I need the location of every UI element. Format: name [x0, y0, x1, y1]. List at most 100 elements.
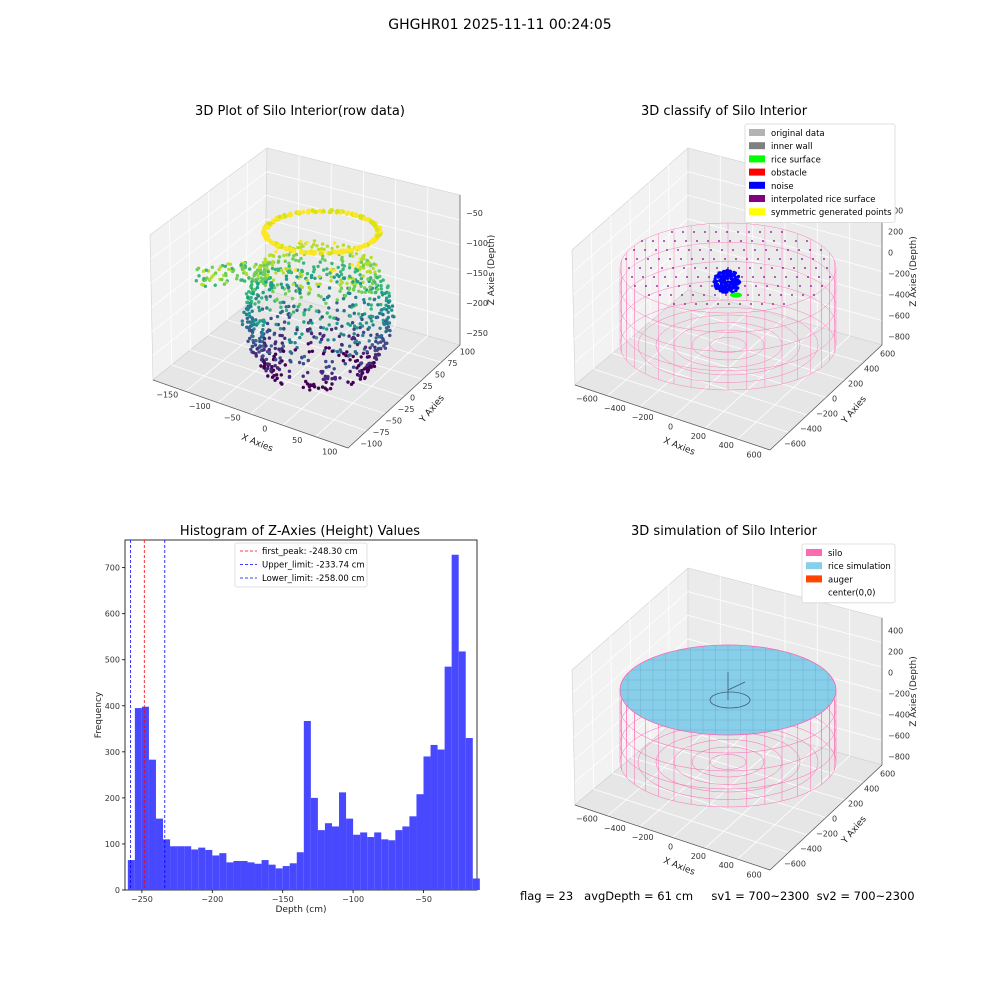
classify-interp-point — [664, 276, 666, 278]
raw-point — [307, 383, 311, 387]
raw-point — [369, 365, 373, 369]
raw-point — [268, 294, 272, 299]
classify-interp-point — [641, 240, 643, 242]
raw-point — [293, 348, 297, 352]
classify-ylabel: Y Axies — [840, 394, 869, 426]
raw-point — [379, 284, 383, 288]
raw-point — [339, 278, 343, 282]
classify-interp-point — [739, 303, 741, 305]
raw-point — [302, 313, 306, 317]
raw-point — [245, 325, 250, 330]
raw-point — [252, 327, 256, 331]
histogram-bar — [254, 863, 262, 890]
raw-xtick-label: −100 — [189, 402, 211, 411]
raw-point — [256, 273, 260, 278]
raw-point — [386, 310, 390, 314]
classify-ytick-label: 0 — [832, 395, 837, 404]
classify-interp-point — [755, 285, 757, 287]
raw-point — [354, 252, 359, 256]
raw-point — [244, 271, 248, 275]
raw-point — [271, 254, 276, 258]
raw-point — [273, 378, 277, 382]
histogram-bar — [170, 846, 178, 890]
raw-point — [289, 360, 293, 364]
classify-interp-point — [769, 294, 771, 296]
raw-point — [202, 277, 206, 281]
sim-ytick-label: −400 — [800, 845, 822, 854]
raw-point — [284, 305, 288, 309]
raw-point — [368, 297, 372, 301]
classify-noise-point — [722, 269, 726, 274]
histogram-bar — [282, 866, 290, 890]
classify-interp-point — [670, 294, 672, 296]
classify-interp-point — [773, 240, 775, 242]
raw-point — [305, 250, 310, 255]
raw-point — [317, 208, 322, 213]
raw-point — [327, 364, 331, 369]
raw-point — [325, 267, 329, 271]
classify-interp-point — [746, 258, 748, 260]
classify-interp-point — [809, 249, 811, 251]
classify-ztick-label: −800 — [888, 333, 910, 342]
classify-xtick-label: 200 — [691, 432, 706, 441]
raw-point — [275, 283, 280, 287]
raw-point — [295, 284, 299, 288]
raw-point — [269, 316, 273, 321]
raw-point — [359, 284, 363, 288]
raw-point — [348, 304, 352, 309]
raw-point — [265, 266, 269, 270]
raw-point — [374, 283, 379, 287]
raw-point — [274, 340, 278, 344]
raw-grid-y — [282, 179, 397, 426]
raw-point — [279, 373, 283, 377]
raw-point — [391, 314, 395, 318]
classify-interp-point — [749, 267, 751, 269]
classify-xtick-label: 600 — [746, 450, 761, 459]
raw-point — [370, 314, 375, 319]
raw-point — [341, 297, 346, 301]
classify-interp-point — [714, 294, 716, 296]
classify-interp-point — [681, 294, 683, 296]
raw-point — [388, 333, 392, 338]
classify-interp-point — [652, 240, 654, 242]
classify-interp-point — [772, 303, 774, 305]
raw-point — [267, 348, 271, 352]
classify-xtick-label: −400 — [604, 404, 626, 413]
raw-point — [330, 360, 334, 364]
classify-interp-point — [703, 294, 705, 296]
raw-point — [296, 305, 300, 309]
raw-point — [350, 321, 355, 325]
classify-legend-label: inner wall — [771, 142, 812, 152]
raw-point — [271, 289, 275, 294]
raw-point — [239, 263, 243, 267]
raw-point — [386, 300, 391, 304]
raw-point — [330, 382, 334, 386]
raw-point — [255, 347, 259, 351]
classify-interp-point — [700, 285, 702, 287]
classify-ztick-label: −600 — [888, 312, 910, 321]
classify-interp-point — [732, 249, 734, 251]
sim-ztick-label: 0 — [888, 669, 893, 678]
raw-point — [342, 309, 346, 313]
histogram-xtick-label: −50 — [415, 895, 432, 904]
raw-point — [220, 277, 224, 282]
classify-interp-point — [793, 267, 795, 269]
classify-interp-point — [780, 294, 782, 296]
raw-point — [333, 241, 337, 245]
raw-point — [247, 311, 251, 316]
classify-interp-point — [751, 240, 753, 242]
raw-point — [258, 339, 262, 344]
raw-point — [256, 321, 260, 325]
raw-point — [312, 239, 317, 243]
raw-point — [293, 268, 297, 272]
raw-point — [277, 214, 282, 220]
raw-point — [276, 259, 281, 263]
classify-ytick-label: −400 — [800, 425, 822, 434]
raw-point — [366, 217, 371, 222]
classify-interp-point — [631, 276, 633, 278]
sim-ztick-label: −400 — [888, 711, 910, 720]
raw-point — [357, 364, 361, 368]
raw-point — [332, 338, 336, 342]
raw-point — [261, 327, 265, 332]
raw-point-cloud — [194, 208, 396, 392]
